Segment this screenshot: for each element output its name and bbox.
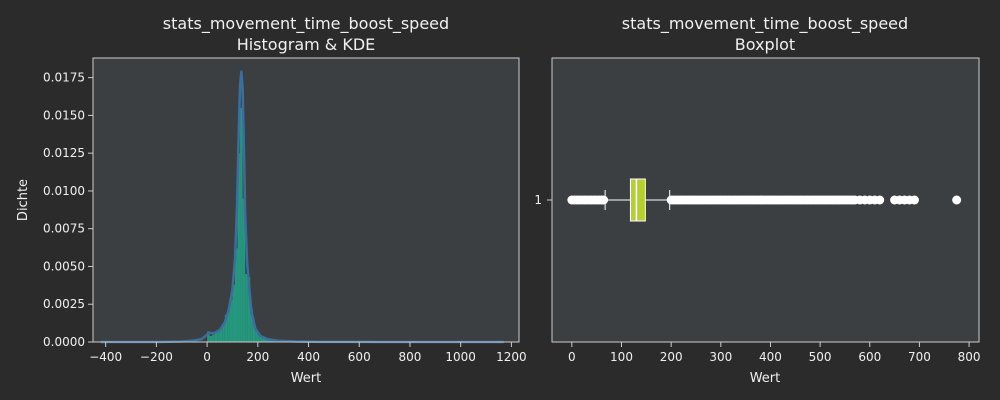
histogram-bar xyxy=(224,314,228,342)
histogram-bar xyxy=(219,328,223,342)
histogram-x-tick-label: 800 xyxy=(399,350,422,364)
histogram-y-tick-label: 0.0000 xyxy=(43,335,85,349)
histogram-bar xyxy=(245,274,248,342)
histogram-y-tick-label: 0.0100 xyxy=(43,184,85,198)
boxplot-x-tick-label: 500 xyxy=(809,350,832,364)
histogram-title-line2: Histogram & KDE xyxy=(237,35,376,54)
histogram-y-tick-label: 0.0025 xyxy=(43,297,85,311)
histogram-bar xyxy=(257,334,261,342)
boxplot-iqr-box xyxy=(629,178,646,222)
histogram-bar xyxy=(270,340,274,342)
histogram-bar xyxy=(250,308,253,342)
histogram-x-tick-label: −200 xyxy=(140,350,173,364)
histogram-y-axis-label: Dichte xyxy=(16,179,31,221)
boxplot-y-ticks: 1 xyxy=(534,193,552,207)
histogram-y-ticks: 0.0000 0.0025 0.0050 0.0075 0.0100 0.0125 0.01… xyxy=(43,71,93,349)
boxplot-frame xyxy=(551,57,980,343)
histogram-x-tick-label: 600 xyxy=(348,350,371,364)
histogram-y-tick-label: 0.0050 xyxy=(43,259,85,273)
boxplot-chart: stats_movement_time_boost_speed Boxplot … xyxy=(534,14,980,386)
histogram-x-tick-label: 1000 xyxy=(445,350,476,364)
histogram-kde-chart: stats_movement_time_boost_speed Histogra… xyxy=(16,14,527,386)
boxplot-fliers xyxy=(567,195,962,205)
histogram-bar xyxy=(240,107,243,342)
boxplot-flier xyxy=(875,195,885,205)
histogram-bar xyxy=(255,329,258,342)
histogram-title-line1: stats_movement_time_boost_speed xyxy=(163,14,449,34)
boxplot-x-tick-label: 300 xyxy=(709,350,732,364)
histogram-bar xyxy=(237,153,241,342)
histogram-bar xyxy=(265,338,268,342)
histogram-bar xyxy=(242,198,246,342)
histogram-bar xyxy=(227,308,230,342)
histogram-bar xyxy=(262,337,266,342)
kde-line xyxy=(100,70,504,344)
histogram-frame xyxy=(92,57,520,343)
boxplot-x-tick-label: 600 xyxy=(858,350,881,364)
histogram-bar xyxy=(232,284,235,342)
histogram-x-tick-label: 200 xyxy=(246,350,269,364)
histogram-bar xyxy=(212,334,215,342)
histogram-bar xyxy=(209,335,213,342)
boxplot-flier xyxy=(909,195,919,205)
histogram-x-tick-label: 400 xyxy=(297,350,320,364)
histogram-y-tick-label: 0.0175 xyxy=(43,71,85,85)
boxplot-title-line1: stats_movement_time_boost_speed xyxy=(622,14,908,34)
boxplot-x-tick-label: 100 xyxy=(610,350,633,364)
histogram-bar xyxy=(260,335,263,342)
boxplot-x-tick-label: 0 xyxy=(568,350,576,364)
boxplot-x-tick-label: 200 xyxy=(660,350,683,364)
boxplot-x-ticks: 0 100 200 300 400 500 600 700 800 xyxy=(568,342,981,364)
boxplot-flier xyxy=(952,195,962,205)
histogram-plot-area xyxy=(93,58,519,342)
histogram-x-ticks: −400 −200 0 200 400 600 800 1000 1200 xyxy=(89,342,527,364)
histogram-bar xyxy=(217,329,220,342)
histogram-bar xyxy=(252,323,256,342)
boxplot-title-line2: Boxplot xyxy=(735,35,795,54)
histogram-x-tick-label: 1200 xyxy=(496,350,527,364)
boxplot-box xyxy=(604,178,671,222)
histogram-bar xyxy=(267,339,271,342)
histogram-bar xyxy=(222,323,225,342)
boxplot-flier xyxy=(599,195,609,205)
histogram-x-tick-label: 0 xyxy=(203,350,211,364)
histogram-y-tick-label: 0.0075 xyxy=(43,222,85,236)
histogram-bar xyxy=(247,277,251,342)
histogram-bar xyxy=(229,299,233,342)
histogram-bar xyxy=(235,248,238,342)
boxplot-y-tick-label: 1 xyxy=(534,193,542,207)
boxplot-x-tick-label: 700 xyxy=(908,350,931,364)
boxplot-x-tick-label: 400 xyxy=(759,350,782,364)
histogram-bar xyxy=(214,332,218,342)
histogram-x-tick-label: −400 xyxy=(89,350,122,364)
boxplot-x-axis-label: Wert xyxy=(750,371,781,386)
boxplot-x-tick-label: 800 xyxy=(958,350,981,364)
histogram-x-axis-label: Wert xyxy=(291,371,322,386)
histogram-bar xyxy=(207,331,210,342)
histogram-y-tick-label: 0.0125 xyxy=(43,146,85,160)
histogram-y-tick-label: 0.0150 xyxy=(43,108,85,122)
